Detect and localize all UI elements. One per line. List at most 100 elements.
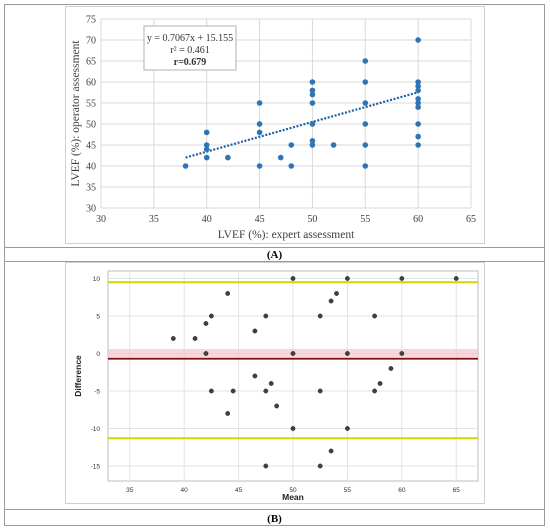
data-point (377, 381, 383, 386)
data-point (290, 276, 296, 281)
data-point (256, 121, 263, 127)
y-tick-label: -10 (91, 426, 101, 433)
data-point (415, 133, 421, 140)
data-point (230, 388, 236, 394)
x-tick-label: 45 (235, 487, 243, 494)
equation-text: y = 0.7067x + 15.155 (147, 33, 233, 44)
panel-a-caption: (A) (266, 249, 283, 261)
data-point (288, 163, 295, 169)
data-point (345, 276, 350, 281)
x-tick-label: 40 (202, 214, 212, 225)
y-tick-label: 35 (86, 183, 96, 194)
data-point (208, 313, 214, 319)
data-point (309, 138, 316, 144)
data-point (309, 121, 316, 127)
data-point (182, 163, 189, 169)
data-point (362, 79, 369, 85)
data-point (203, 142, 210, 148)
y-tick-label: 70 (86, 36, 96, 47)
panel-b-caption: (B) (267, 513, 282, 525)
x-tick-label: 35 (126, 487, 134, 494)
data-point (362, 100, 369, 106)
panel-a-frame: 30 35 40 45 50 55 60 65 70 75 30 35 40 45 50 55 60 65 y = … (65, 6, 485, 244)
y-tick-label: -5 (94, 389, 100, 396)
y-tick-label: 50 (86, 120, 96, 131)
data-point (288, 142, 295, 148)
data-point (203, 321, 209, 326)
divider-b-caption-top (4, 509, 545, 510)
data-point (309, 87, 316, 94)
x-tick-label: 65 (466, 214, 476, 225)
data-point (317, 313, 323, 319)
data-point (317, 388, 323, 394)
y-axis-label: Difference (73, 355, 83, 397)
divider-a-caption-bottom (4, 261, 545, 262)
x-tick-label: 55 (360, 214, 370, 225)
data-point (170, 336, 176, 341)
equation-box (143, 25, 237, 71)
data-point (225, 411, 231, 416)
data-point (203, 146, 210, 152)
data-point (372, 388, 378, 394)
x-axis-label: LVEF (%): expert assessment (218, 229, 355, 241)
data-point (415, 121, 421, 127)
y-tick-label: 55 (86, 99, 96, 110)
data-point (362, 121, 369, 127)
x-tick-label: 30 (96, 214, 106, 225)
data-point (290, 351, 296, 356)
figure-border (4, 4, 545, 526)
y-tick-label: 40 (86, 162, 96, 173)
data-point (415, 83, 421, 89)
data-point (203, 154, 210, 161)
data-point (225, 291, 231, 296)
x-tick-label: 40 (181, 487, 189, 494)
x-tick-label: 35 (149, 214, 159, 225)
data-point (399, 351, 405, 356)
x-tick-label: 45 (255, 214, 265, 225)
y-tick-label: 30 (86, 204, 96, 215)
data-point (362, 163, 369, 169)
x-tick-label: 60 (413, 214, 423, 225)
data-point (256, 163, 263, 169)
data-point (399, 276, 405, 281)
data-point (328, 448, 334, 454)
data-point (256, 129, 263, 136)
data-point (263, 313, 269, 319)
data-point (274, 403, 280, 409)
data-point (263, 463, 269, 469)
data-point (290, 426, 296, 431)
data-point (225, 154, 231, 161)
data-point (415, 87, 421, 94)
panel-b-frame: -15 -10 -5 0 5 10 35 40 45 50 55 60 65 Mean Difference (65, 262, 485, 504)
data-point (415, 100, 421, 106)
x-tick-label: 60 (398, 487, 406, 494)
data-point (372, 313, 378, 319)
data-point (388, 366, 394, 371)
data-point (362, 58, 369, 64)
data-point (256, 100, 263, 106)
y-tick-label: 45 (86, 141, 96, 152)
data-point (453, 276, 459, 281)
data-point (309, 79, 316, 85)
data-point (328, 298, 334, 304)
data-point (263, 388, 269, 394)
data-point (192, 336, 198, 341)
y-tick-label: 0 (96, 351, 100, 358)
data-point (252, 328, 258, 334)
data-point (415, 104, 421, 110)
data-point (345, 426, 350, 431)
data-point (415, 79, 421, 85)
r-squared-text: r² = 0.461 (170, 45, 209, 56)
data-point (334, 291, 339, 296)
data-point (252, 373, 258, 379)
r-value-text: r=0.679 (174, 57, 207, 68)
x-axis-label: Mean (282, 492, 304, 502)
data-point (309, 91, 316, 98)
x-tick-label: 50 (289, 487, 297, 494)
bland-altman-plot-b: -15 -10 -5 0 5 10 35 40 45 50 55 60 65 Mean Difference (73, 270, 479, 502)
data-point (277, 154, 284, 161)
y-tick-label: 65 (86, 57, 96, 68)
y-tick-label: 75 (86, 15, 96, 26)
y-tick-label: 5 (96, 314, 100, 321)
data-point (208, 388, 214, 394)
